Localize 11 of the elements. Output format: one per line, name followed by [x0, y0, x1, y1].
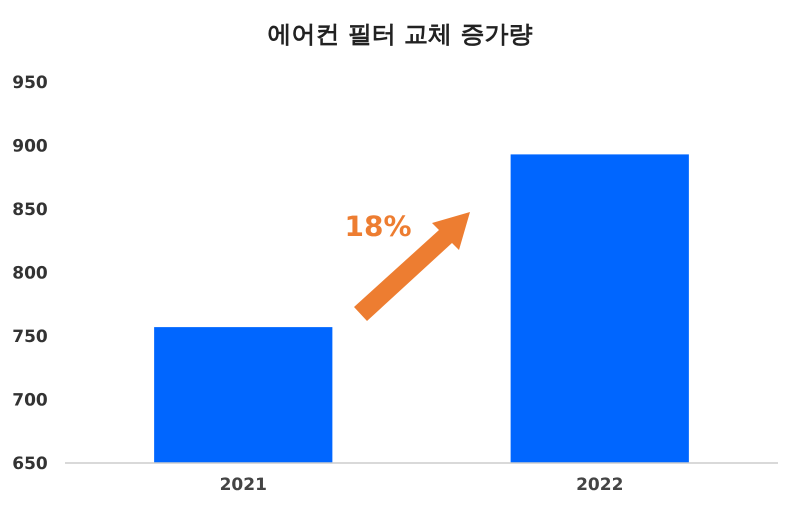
y-tick-label: 700	[12, 390, 48, 410]
annotation: 18%	[344, 210, 412, 243]
y-tick-label: 800	[12, 264, 48, 284]
y-tick-label: 850	[12, 200, 48, 220]
x-tick-label: 2021	[220, 475, 267, 495]
chart-title: 에어컨 필터 교체 증가량	[267, 20, 533, 48]
y-tick-label: 950	[12, 73, 48, 93]
y-tick-label: 650	[12, 454, 48, 474]
x-tick-label: 2022	[576, 475, 624, 495]
y-tick-label: 750	[12, 327, 48, 347]
y-tick-label: 900	[12, 136, 48, 156]
